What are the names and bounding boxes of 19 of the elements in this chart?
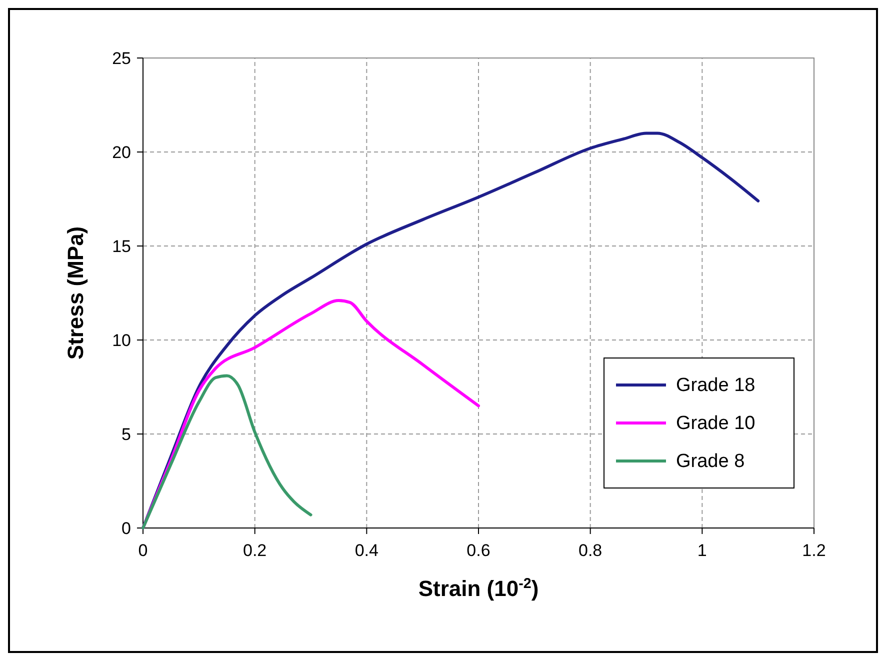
x-tick-label: 0.4 <box>354 541 378 560</box>
y-tick-label: 20 <box>112 143 131 162</box>
x-tick-label: 0.2 <box>243 541 267 560</box>
line-series <box>142 374 312 530</box>
legend-label: Grade 8 <box>676 451 745 472</box>
x-tick-label: 1.2 <box>802 541 826 560</box>
x-tick-label: 1 <box>697 541 707 560</box>
y-tick-label: 10 <box>112 331 131 350</box>
y-axis-title: Stress (MPa) <box>63 226 88 360</box>
x-axis-title: Strain (10$^{-2}$) <box>418 576 539 601</box>
legend-label: Grade 10 <box>676 413 756 434</box>
x-tick-label: 0.6 <box>466 541 490 560</box>
x-tick-label: 0.8 <box>578 541 602 560</box>
y-tick-label: 25 <box>112 49 131 68</box>
y-tick-label: 0 <box>122 519 131 538</box>
y-tick-label: 15 <box>112 237 131 256</box>
x-tick-label: 0 <box>138 541 148 560</box>
legend-label: Grade 18 <box>676 375 756 396</box>
y-tick-label: 5 <box>122 425 131 444</box>
